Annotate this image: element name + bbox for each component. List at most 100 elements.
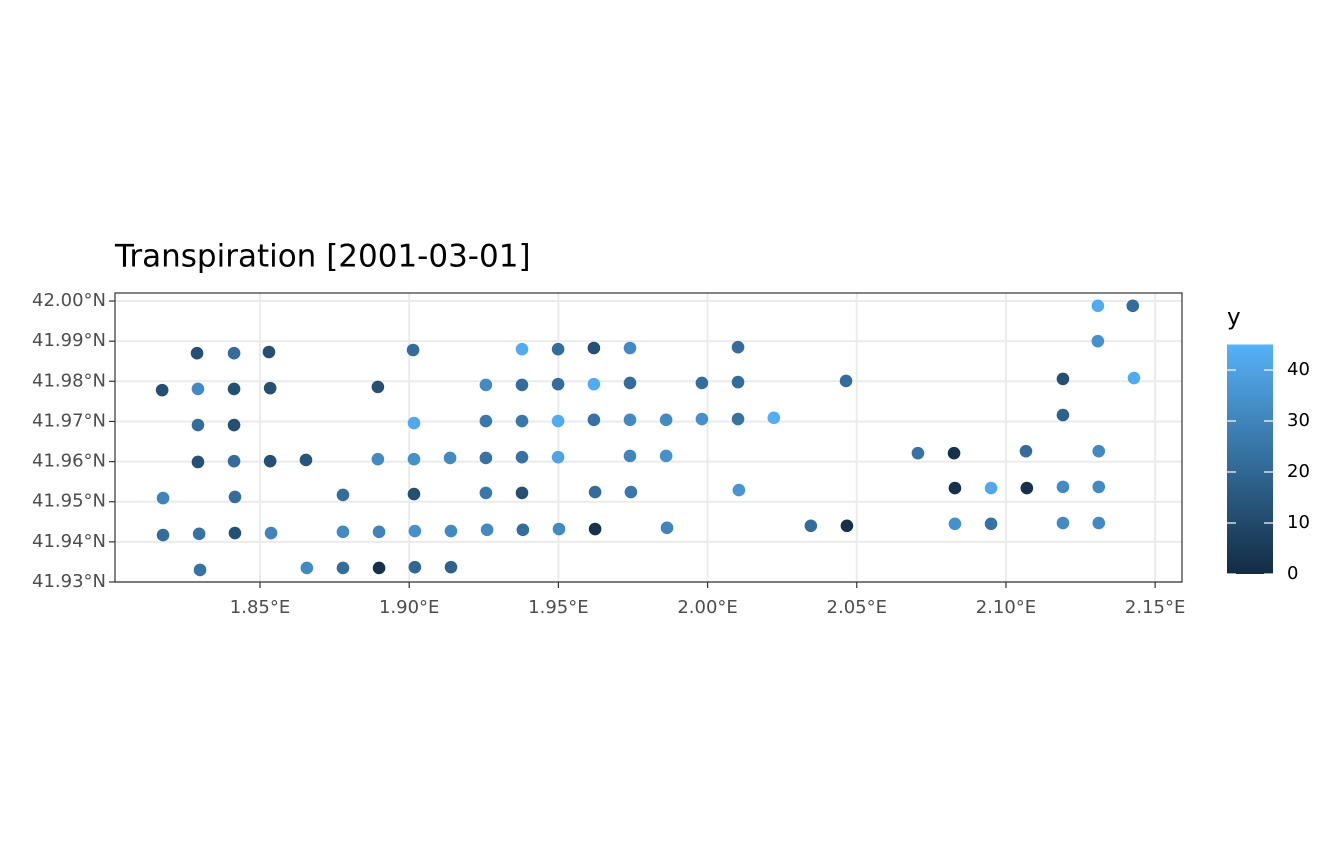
data-point <box>840 519 854 533</box>
colorbar <box>1227 344 1273 574</box>
y-tick-label: 41.94°N <box>32 531 106 552</box>
legend-title: y <box>1227 305 1241 331</box>
data-point <box>516 523 530 537</box>
data-point <box>263 454 277 468</box>
data-point <box>623 449 637 463</box>
colorbar-label: 0 <box>1287 563 1298 584</box>
data-point <box>479 486 493 500</box>
data-point <box>515 342 529 356</box>
plot-panel <box>115 293 1182 582</box>
data-point <box>984 517 998 531</box>
data-point <box>804 519 818 533</box>
data-point <box>156 528 170 542</box>
colorbar-label: 20 <box>1287 461 1310 482</box>
data-point <box>948 481 962 495</box>
data-point <box>623 376 637 390</box>
data-point <box>947 446 961 460</box>
data-point <box>191 382 205 396</box>
data-point <box>948 517 962 531</box>
data-point <box>695 376 709 390</box>
x-tick-label: 2.10°E <box>976 597 1036 618</box>
data-point <box>551 450 565 464</box>
data-point <box>156 491 170 505</box>
data-point <box>731 412 745 426</box>
data-point <box>191 455 205 469</box>
data-point <box>190 346 204 360</box>
data-point <box>623 341 637 355</box>
data-point <box>588 522 602 536</box>
data-point <box>839 374 853 388</box>
data-point <box>372 525 386 539</box>
data-point <box>1092 516 1106 530</box>
panel-border <box>114 292 1183 583</box>
data-point <box>262 345 276 359</box>
y-tick-label: 41.93°N <box>32 571 106 592</box>
data-point <box>623 413 637 427</box>
data-point <box>1091 299 1105 313</box>
data-point <box>659 413 673 427</box>
data-point <box>551 342 565 356</box>
data-point <box>371 452 385 466</box>
data-point <box>1056 408 1070 422</box>
data-point <box>1056 480 1070 494</box>
data-point <box>515 414 529 428</box>
data-point <box>227 382 241 396</box>
data-point <box>444 560 458 574</box>
data-point <box>984 481 998 495</box>
data-point <box>659 449 673 463</box>
y-tick-label: 41.97°N <box>32 410 106 431</box>
data-point <box>731 375 745 389</box>
data-point <box>551 377 565 391</box>
y-tick-label: 42.00°N <box>32 290 106 311</box>
data-point <box>263 381 277 395</box>
data-point <box>515 378 529 392</box>
data-point <box>227 418 241 432</box>
data-point <box>480 523 494 537</box>
data-point <box>299 453 313 467</box>
data-point <box>551 414 565 428</box>
y-tick-label: 41.99°N <box>32 330 106 351</box>
data-point <box>336 488 350 502</box>
data-point <box>300 561 314 575</box>
data-point <box>588 485 602 499</box>
data-point <box>407 416 421 430</box>
data-point <box>406 343 420 357</box>
data-point <box>1092 480 1106 494</box>
data-point <box>660 521 674 535</box>
x-tick-label: 2.00°E <box>677 597 737 618</box>
x-tick-label: 1.85°E <box>230 597 290 618</box>
data-point <box>479 378 493 392</box>
data-point <box>336 561 350 575</box>
data-point <box>1092 444 1106 458</box>
data-point <box>371 380 385 394</box>
data-point <box>1091 334 1105 348</box>
data-point <box>264 526 278 540</box>
data-point <box>515 486 529 500</box>
data-point <box>479 451 493 465</box>
x-tick-label: 2.05°E <box>827 597 887 618</box>
data-point <box>479 414 493 428</box>
data-point <box>1056 372 1070 386</box>
data-point <box>695 412 709 426</box>
x-tick-label: 1.95°E <box>528 597 588 618</box>
data-point <box>767 411 781 425</box>
data-point <box>1056 516 1070 530</box>
data-point <box>155 383 169 397</box>
data-point <box>407 487 421 501</box>
data-point <box>336 525 350 539</box>
colorbar-label: 40 <box>1287 359 1310 380</box>
x-tick-label: 1.90°E <box>379 597 439 618</box>
data-point <box>1127 371 1141 385</box>
data-point <box>228 490 242 504</box>
data-point <box>587 341 601 355</box>
data-point <box>1020 481 1034 495</box>
data-point <box>408 560 422 574</box>
x-tick-label: 2.15°E <box>1125 597 1185 618</box>
data-point <box>587 413 601 427</box>
y-tick-label: 41.95°N <box>32 491 106 512</box>
data-point <box>407 452 421 466</box>
data-point <box>408 524 422 538</box>
y-tick-label: 41.98°N <box>32 370 106 391</box>
colorbar-label: 10 <box>1287 512 1310 533</box>
